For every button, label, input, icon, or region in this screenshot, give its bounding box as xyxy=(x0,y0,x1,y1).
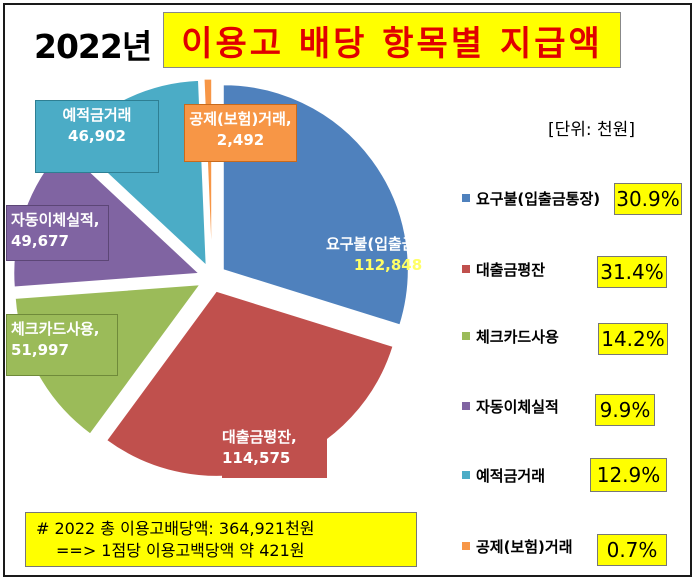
callout-daechul-name: 대출금평잔, xyxy=(222,428,297,446)
callout-yegeum: 예적금거래 46,902 xyxy=(35,100,159,173)
percent-box-yogu: 30.9% xyxy=(614,183,682,215)
percent-box-yegeum: 12.9% xyxy=(590,458,667,492)
legend-label-jadong: 자동이체실적 xyxy=(476,397,559,416)
percent-box-daechul: 31.4% xyxy=(597,256,667,288)
legend-label-check: 체크카드사용 xyxy=(476,327,559,346)
percent-box-jadong: 9.9% xyxy=(595,394,655,426)
legend-label-yegeum: 예적금거래 xyxy=(476,466,546,485)
callout-jadong-value: 49,677 xyxy=(11,232,69,250)
callout-check-value: 51,997 xyxy=(11,341,69,359)
callout-yogu: 요구불(입출금통장) 112,848 xyxy=(318,230,458,280)
legend-swatch-gongje xyxy=(462,542,470,550)
callout-gongje-name: 공제(보험)거래, xyxy=(189,110,292,128)
legend-swatch-jadong xyxy=(462,402,470,410)
callout-gongje: 공제(보험)거래, 2,492 xyxy=(184,104,297,162)
callout-daechul: 대출금평잔, 114,575 xyxy=(222,423,327,478)
legend-swatch-yogu xyxy=(462,194,470,202)
legend-label-gongje: 공제(보험)거래 xyxy=(476,537,573,556)
summary-note-line2: ==> 1점당 이용고백당액 약 421원 xyxy=(56,541,305,560)
callout-daechul-value: 114,575 xyxy=(222,449,291,467)
callout-check: 체크카드사용, 51,997 xyxy=(6,314,118,376)
legend-item-jadong: 자동이체실적 xyxy=(462,396,559,416)
summary-note-line1: # 2022 총 이용고배당액: 364,921천원 xyxy=(36,519,315,538)
year-title: 2022년 xyxy=(34,27,152,66)
legend-swatch-daechul xyxy=(462,265,470,273)
legend-swatch-yegeum xyxy=(462,471,470,479)
callout-yogu-value: 112,848 xyxy=(353,256,423,274)
legend-item-yogu: 요구불(입출금통장) xyxy=(462,188,600,208)
summary-note: # 2022 총 이용고배당액: 364,921천원 ==> 1점당 이용고백당… xyxy=(25,512,417,567)
unit-label: [단위: 천원] xyxy=(548,120,635,140)
callout-yegeum-value: 46,902 xyxy=(68,127,126,145)
legend-label-daechul: 대출금평잔 xyxy=(476,260,546,279)
legend-item-daechul: 대출금평잔 xyxy=(462,259,545,279)
callout-jadong-name: 자동이체실적, xyxy=(11,211,100,229)
main-title: 이용고 배당 항목별 지급액 xyxy=(163,12,621,68)
callout-yogu-name: 요구불(입출금통장) xyxy=(325,235,451,253)
percent-box-check: 14.2% xyxy=(598,323,668,355)
callout-check-name: 체크카드사용, xyxy=(11,320,100,338)
legend-item-gongje: 공제(보험)거래 xyxy=(462,536,573,556)
callout-gongje-value: 2,492 xyxy=(216,131,265,149)
legend-label-yogu: 요구불(입출금통장) xyxy=(476,189,601,208)
legend-item-check: 체크카드사용 xyxy=(462,326,559,346)
legend-swatch-check xyxy=(462,332,470,340)
callout-jadong: 자동이체실적, 49,677 xyxy=(6,205,109,261)
legend-item-yegeum: 예적금거래 xyxy=(462,465,545,485)
callout-yegeum-name: 예적금거래 xyxy=(62,106,132,124)
percent-box-gongje: 0.7% xyxy=(597,534,667,566)
